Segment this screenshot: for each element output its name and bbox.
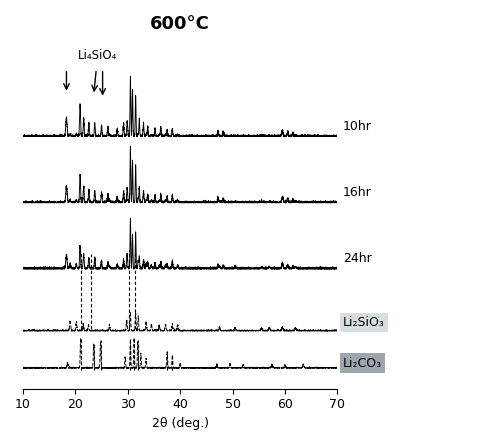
Title: 600°C: 600°C [150, 15, 210, 33]
Text: Li₄SiO₄: Li₄SiO₄ [78, 49, 117, 62]
Text: Li₂CO₃: Li₂CO₃ [343, 356, 382, 370]
X-axis label: 2θ (deg.): 2θ (deg.) [152, 417, 209, 430]
Text: Li₂SiO₃: Li₂SiO₃ [343, 316, 385, 329]
Text: 10hr: 10hr [343, 120, 372, 133]
Text: 24hr: 24hr [343, 252, 371, 265]
Text: 16hr: 16hr [343, 186, 371, 199]
